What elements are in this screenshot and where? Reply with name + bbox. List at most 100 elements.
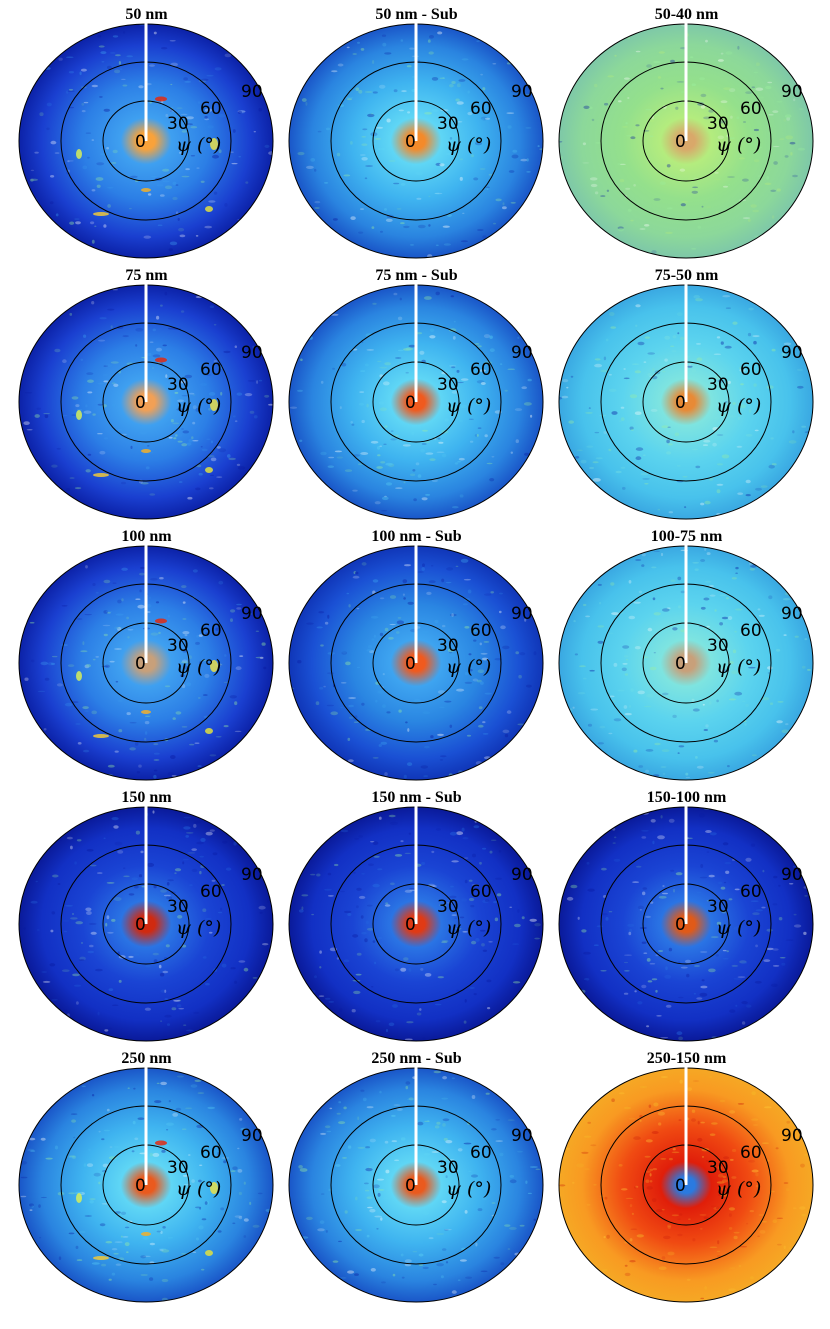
intensity-texture (297, 31, 543, 258)
radial-tick-label-60: 60 (470, 99, 492, 119)
panel-title: 75 nm - Sub (375, 267, 458, 284)
radial-tick-label-30: 30 (437, 636, 459, 656)
polar-heatmap-plot: 0 30 60 90 ψ (°) (18, 283, 274, 520)
panel-title: 50 nm (125, 6, 168, 23)
panel-title: 75 nm (125, 267, 168, 284)
radial-tick-label-90: 90 (241, 865, 263, 885)
polar-heatmap-plot: 0 30 60 90 ψ (°) (288, 805, 544, 1042)
radial-tick-label-30: 30 (707, 375, 729, 395)
radial-tick-label-60: 60 (470, 621, 492, 641)
radial-tick-label-60: 60 (470, 1143, 492, 1163)
radial-tick-label-30: 30 (167, 375, 189, 395)
polar-heatmap-plot: 0 30 60 90 ψ (°) (288, 1066, 544, 1303)
polar-heatmap-plot: 0 30 60 90 ψ (°) (18, 805, 274, 1042)
radial-tick-label-90: 90 (511, 82, 533, 102)
radial-tick-label-0: 0 (135, 132, 146, 152)
intensity-texture (568, 547, 811, 779)
radial-tick-label-0: 0 (675, 393, 686, 413)
radial-tick-label-30: 30 (167, 114, 189, 134)
intensity-texture (298, 814, 543, 1041)
radial-tick-label-60: 60 (740, 621, 762, 641)
polar-panel: 0 30 60 90 ψ (°) 75 nm (9, 265, 284, 527)
radial-tick-label-60: 60 (200, 360, 222, 380)
panel-title: 250 nm - Sub (371, 1050, 462, 1067)
polar-heatmap-plot: 0 30 60 90 ψ (°) (18, 544, 274, 781)
polar-panel: 0 30 60 90 ψ (°) 250 nm - Sub (279, 1048, 554, 1310)
polar-panel: 0 30 60 90 ψ (°) 75 nm - Sub (279, 265, 554, 527)
polar-heatmap-plot: 0 30 60 90 ψ (°) (18, 22, 274, 259)
psi-axis-label: ψ (°) (716, 656, 761, 678)
panel-title: 50-40 nm (654, 6, 719, 23)
panel-title: 150-100 nm (646, 789, 727, 806)
radial-tick-label-60: 60 (200, 99, 222, 119)
radial-tick-label-0: 0 (405, 393, 416, 413)
polar-heatmap-plot: 0 30 60 90 ψ (°) (18, 1066, 274, 1303)
radial-tick-label-0: 0 (405, 915, 416, 935)
polar-heatmap-plot: 0 30 60 90 ψ (°) (288, 544, 544, 781)
psi-axis-label: ψ (°) (446, 656, 491, 678)
radial-tick-label-90: 90 (241, 1126, 263, 1146)
polar-panel: 0 30 60 90 ψ (°) 50 nm (9, 4, 284, 266)
radial-tick-label-30: 30 (707, 897, 729, 917)
polar-heatmap-plot: 0 30 60 90 ψ (°) (558, 805, 814, 1042)
polar-panel: 0 30 60 90 ψ (°) 150-100 nm (549, 787, 824, 1049)
panel-title: 150 nm - Sub (371, 789, 462, 806)
psi-axis-label: ψ (°) (716, 395, 761, 417)
radial-tick-label-0: 0 (675, 915, 686, 935)
polar-panel: 0 30 60 90 ψ (°) 250 nm (9, 1048, 284, 1310)
radial-tick-label-60: 60 (470, 882, 492, 902)
radial-tick-label-90: 90 (781, 82, 803, 102)
radial-tick-label-90: 90 (241, 604, 263, 624)
radial-tick-label-90: 90 (511, 604, 533, 624)
polar-panel: 0 30 60 90 ψ (°) 50 nm - Sub (279, 4, 554, 266)
polar-panel: 0 30 60 90 ψ (°) 150 nm (9, 787, 284, 1049)
radial-tick-label-90: 90 (511, 1126, 533, 1146)
radial-tick-label-90: 90 (241, 343, 263, 363)
psi-axis-label: ψ (°) (176, 134, 221, 156)
intensity-texture (290, 558, 537, 779)
polar-panel: 0 30 60 90 ψ (°) 100-75 nm (549, 526, 824, 788)
radial-tick-label-30: 30 (707, 636, 729, 656)
psi-axis-label: ψ (°) (176, 917, 221, 939)
intensity-texture (23, 289, 273, 500)
intensity-texture (19, 1070, 273, 1302)
radial-tick-label-30: 30 (707, 1158, 729, 1178)
panel-title: 100 nm (121, 528, 172, 545)
radial-tick-label-90: 90 (241, 82, 263, 102)
radial-tick-label-30: 30 (437, 1158, 459, 1178)
radial-tick-label-90: 90 (781, 865, 803, 885)
polar-panel: 0 30 60 90 ψ (°) 50-40 nm (549, 4, 824, 266)
diffraction-spots (76, 618, 218, 738)
polar-panel: 0 30 60 90 ψ (°) 100 nm (9, 526, 284, 788)
radial-tick-label-60: 60 (200, 621, 222, 641)
polar-panel: 0 30 60 90 ψ (°) 150 nm - Sub (279, 787, 554, 1049)
intensity-texture (559, 294, 813, 516)
polar-heatmap-plot: 0 30 60 90 ψ (°) (288, 22, 544, 259)
psi-axis-label: ψ (°) (716, 134, 761, 156)
radial-tick-label-0: 0 (135, 1176, 146, 1196)
psi-axis-label: ψ (°) (716, 1178, 761, 1200)
radial-tick-label-90: 90 (511, 865, 533, 885)
radial-tick-label-30: 30 (167, 636, 189, 656)
polar-heatmap-plot: 0 30 60 90 ψ (°) (558, 22, 814, 259)
radial-tick-label-60: 60 (200, 882, 222, 902)
polar-heatmap-plot: 0 30 60 90 ψ (°) (558, 283, 814, 520)
radial-tick-label-0: 0 (135, 654, 146, 674)
radial-tick-label-30: 30 (437, 897, 459, 917)
intensity-texture (298, 1070, 541, 1294)
radial-tick-label-60: 60 (470, 360, 492, 380)
panel-title: 250-150 nm (646, 1050, 727, 1067)
radial-tick-label-90: 90 (781, 343, 803, 363)
panel-title: 100 nm - Sub (371, 528, 462, 545)
polar-heatmap-plot: 0 30 60 90 ψ (°) (558, 1066, 814, 1303)
intensity-texture (30, 24, 273, 258)
polar-panel: 0 30 60 90 ψ (°) 250-150 nm (549, 1048, 824, 1310)
psi-axis-label: ψ (°) (446, 1178, 491, 1200)
psi-axis-label: ψ (°) (176, 1178, 221, 1200)
panel-title: 250 nm (121, 1050, 172, 1067)
radial-tick-label-0: 0 (675, 132, 686, 152)
intensity-texture (289, 291, 533, 512)
psi-axis-label: ψ (°) (446, 395, 491, 417)
radial-tick-label-0: 0 (135, 393, 146, 413)
diffraction-spots (76, 1140, 218, 1260)
